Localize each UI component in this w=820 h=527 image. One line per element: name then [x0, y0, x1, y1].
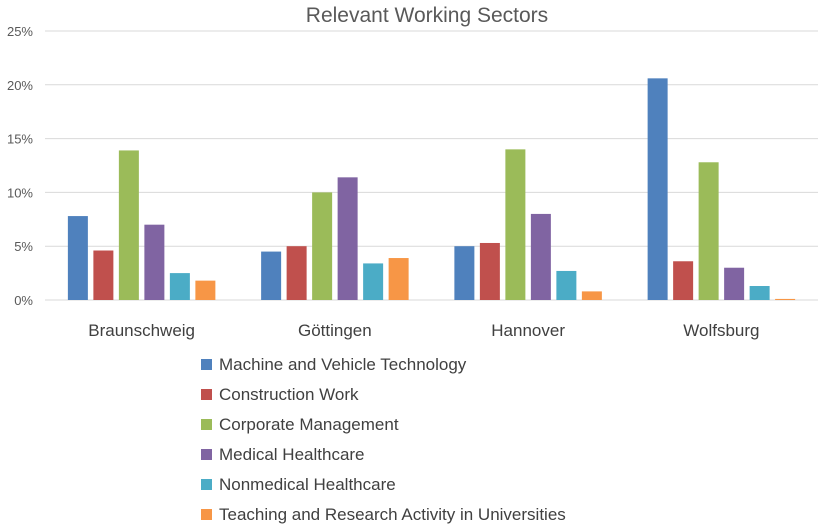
bar — [454, 246, 475, 300]
bar — [775, 298, 796, 300]
x-category-label: Wolfsburg — [683, 321, 759, 340]
bar — [118, 150, 139, 300]
x-category-label: Braunschweig — [88, 321, 195, 340]
y-tick-label: 5% — [14, 239, 33, 254]
legend-label: Corporate Management — [219, 415, 399, 434]
x-axis-category-labels: Braunschweig Göttingen Hannover Wolfsburg — [88, 321, 759, 340]
bar — [556, 270, 577, 300]
legend-label: Teaching and Research Activity in Univer… — [219, 505, 566, 524]
legend-swatch — [201, 509, 212, 520]
bars — [67, 78, 796, 301]
bar — [312, 192, 333, 300]
legend-label: Machine and Vehicle Technology — [219, 355, 467, 374]
bar — [195, 280, 216, 300]
bar — [67, 216, 88, 300]
x-category-label: Hannover — [491, 321, 565, 340]
bar — [93, 250, 114, 300]
bar — [144, 224, 165, 300]
bar — [530, 213, 551, 300]
bar — [647, 78, 668, 301]
legend-swatch — [201, 449, 212, 460]
bar — [337, 177, 358, 300]
bar — [388, 258, 409, 300]
y-tick-label: 25% — [7, 24, 33, 39]
bar — [673, 261, 694, 300]
y-tick-label: 0% — [14, 293, 33, 308]
chart-title: Relevant Working Sectors — [306, 4, 548, 27]
y-axis-tick-labels: 0% 5% 10% 15% 20% 25% — [7, 24, 33, 308]
bar — [724, 267, 745, 300]
y-tick-label: 20% — [7, 78, 33, 93]
bar — [581, 291, 602, 300]
legend: Machine and Vehicle Technology Constructi… — [201, 355, 566, 524]
legend-swatch — [201, 479, 212, 490]
legend-swatch — [201, 389, 212, 400]
y-tick-label: 15% — [7, 132, 33, 147]
legend-label: Construction Work — [219, 385, 359, 404]
bar — [261, 251, 282, 300]
legend-swatch — [201, 419, 212, 430]
legend-swatch — [201, 359, 212, 370]
x-category-label: Göttingen — [298, 321, 372, 340]
bar — [749, 286, 770, 300]
legend-label: Medical Healthcare — [219, 445, 365, 464]
bar — [169, 273, 190, 300]
y-tick-label: 10% — [7, 185, 33, 200]
bar — [479, 242, 500, 300]
bar — [505, 149, 526, 300]
legend-label: Nonmedical Healthcare — [219, 475, 396, 494]
bar — [286, 246, 307, 300]
bar — [363, 263, 384, 300]
bar — [698, 162, 719, 300]
